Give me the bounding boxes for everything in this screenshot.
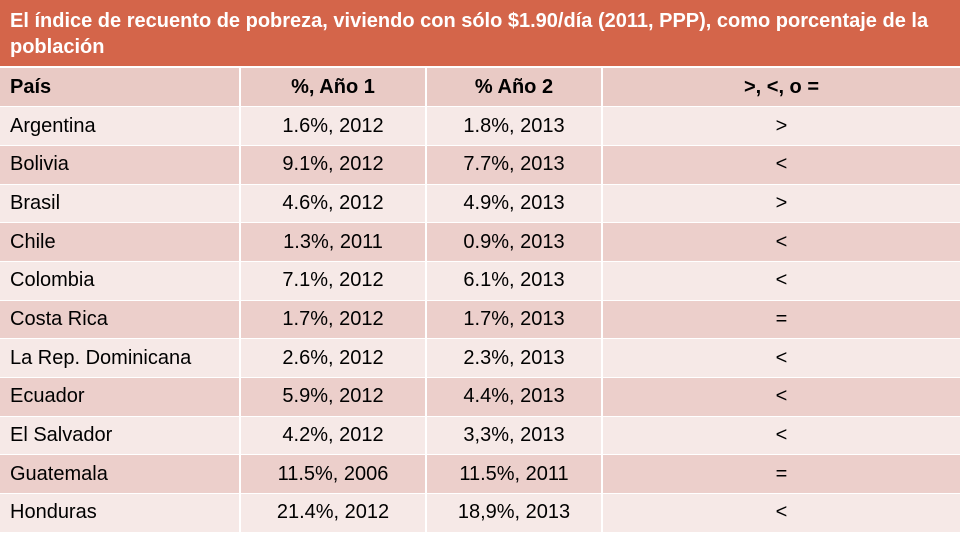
cell-year2: 0.9%, 2013 [426,222,603,262]
cell-compare: > [602,184,960,224]
table-title: El índice de recuento de pobreza, vivien… [0,0,960,68]
cell-compare: = [602,300,960,340]
table-row: Bolivia 9.1%, 2012 7.7%, 2013 < [0,145,960,185]
cell-compare: < [602,261,960,301]
cell-compare: = [602,454,960,495]
table-row: El Salvador 4.2%, 2012 3,3%, 2013 < [0,416,960,456]
cell-year1: 1.6%, 2012 [240,106,427,146]
cell-year1: 5.9%, 2012 [240,377,427,417]
cell-compare: < [602,377,960,417]
cell-year1: 2.6%, 2012 [240,338,427,378]
cell-year2: 11.5%, 2011 [426,454,603,495]
cell-country: El Salvador [0,416,241,456]
cell-country: Argentina [0,106,241,146]
header-row: País %, Año 1 % Año 2 >, <, o = [0,68,960,108]
cell-year2: 3,3%, 2013 [426,416,603,456]
table-row: Argentina 1.6%, 2012 1.8%, 2013 > [0,106,960,146]
cell-year1: 4.6%, 2012 [240,184,427,224]
cell-compare: < [602,416,960,456]
table-row: Brasil 4.6%, 2012 4.9%, 2013 > [0,184,960,224]
cell-country: Costa Rica [0,300,241,340]
cell-year1: 4.2%, 2012 [240,416,427,456]
cell-country: Honduras [0,493,241,533]
header-country: País [0,68,241,108]
cell-year1: 11.5%, 2006 [240,454,427,495]
cell-country: La Rep. Dominicana [0,338,241,378]
cell-year1: 1.7%, 2012 [240,300,427,340]
header-compare: >, <, o = [602,68,960,108]
cell-compare: < [602,493,960,533]
cell-year2: 1.7%, 2013 [426,300,603,340]
cell-year2: 6.1%, 2013 [426,261,603,301]
cell-compare: < [602,222,960,262]
table-row: Honduras 21.4%, 2012 18,9%, 2013 < [0,493,960,533]
cell-country: Chile [0,222,241,262]
header-year1: %, Año 1 [240,68,427,108]
poverty-table: País %, Año 1 % Año 2 >, <, o = Argentin… [0,68,960,533]
cell-year1: 21.4%, 2012 [240,493,427,533]
table-row: La Rep. Dominicana 2.6%, 2012 2.3%, 2013… [0,338,960,378]
cell-year2: 18,9%, 2013 [426,493,603,533]
table-row: Colombia 7.1%, 2012 6.1%, 2013 < [0,261,960,301]
table-row: Ecuador 5.9%, 2012 4.4%, 2013 < [0,377,960,417]
cell-year1: 9.1%, 2012 [240,145,427,185]
cell-year2: 2.3%, 2013 [426,338,603,378]
cell-country: Bolivia [0,145,241,185]
cell-year1: 7.1%, 2012 [240,261,427,301]
cell-year2: 1.8%, 2013 [426,106,603,146]
cell-country: Brasil [0,184,241,224]
table-row: Guatemala 11.5%, 2006 11.5%, 2011 = [0,454,960,495]
cell-compare: < [602,145,960,185]
cell-year2: 4.9%, 2013 [426,184,603,224]
cell-year1: 1.3%, 2011 [240,222,427,262]
cell-compare: < [602,338,960,378]
table-row: Chile 1.3%, 2011 0.9%, 2013 < [0,222,960,262]
cell-country: Ecuador [0,377,241,417]
table-row: Costa Rica 1.7%, 2012 1.7%, 2013 = [0,300,960,340]
cell-country: Colombia [0,261,241,301]
cell-year2: 4.4%, 2013 [426,377,603,417]
cell-country: Guatemala [0,454,241,495]
cell-compare: > [602,106,960,146]
cell-year2: 7.7%, 2013 [426,145,603,185]
header-year2: % Año 2 [426,68,603,108]
